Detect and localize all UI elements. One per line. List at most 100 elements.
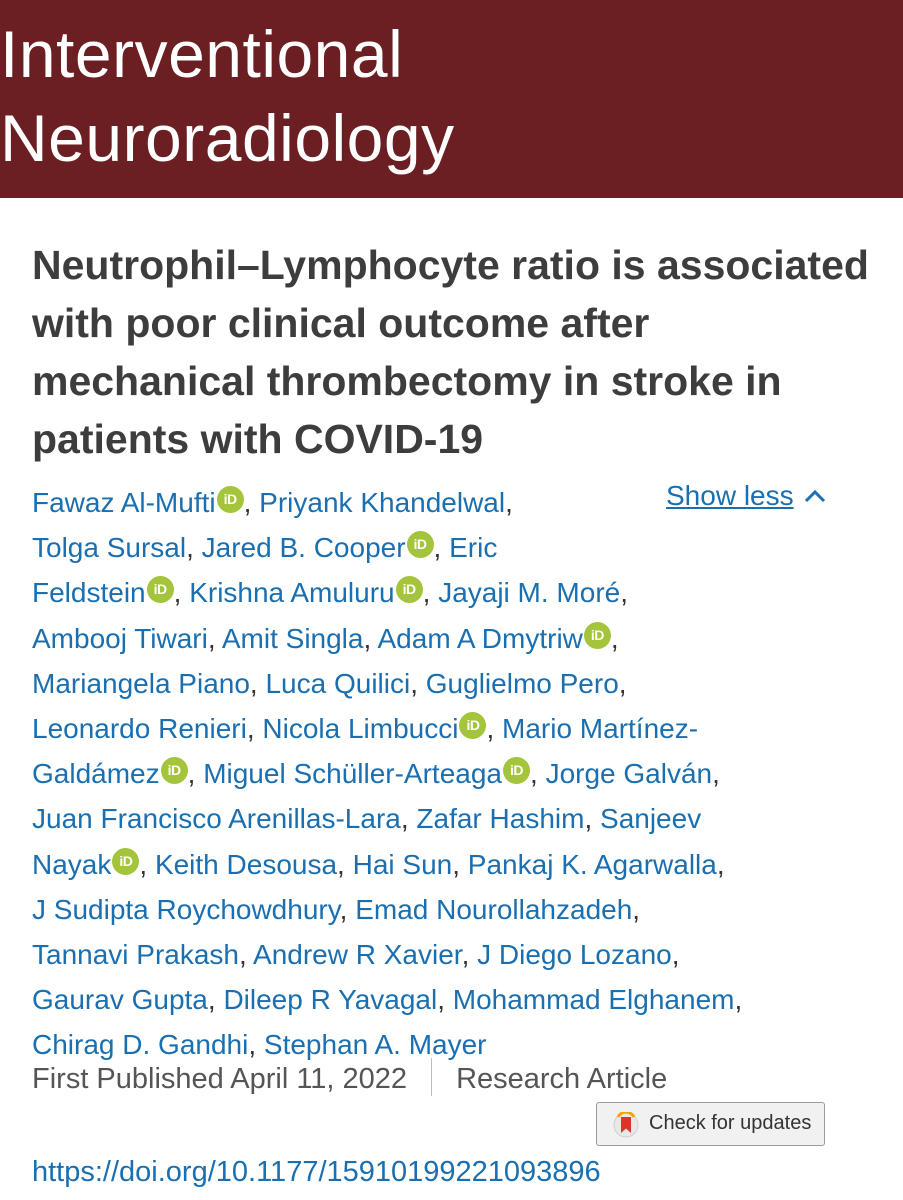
author-separator: , bbox=[433, 532, 450, 564]
check-for-updates-label: Check for updates bbox=[649, 1112, 812, 1134]
author-separator: , bbox=[363, 622, 378, 654]
author-link[interactable]: Stephan A. Mayer bbox=[263, 1029, 487, 1061]
article-type: Research Article bbox=[456, 1063, 668, 1095]
author-separator: , bbox=[422, 577, 439, 609]
author-separator: , bbox=[207, 984, 224, 1016]
author-list: Fawaz Al-Mufti iD, Priyank Khandelwal, Tol… bbox=[32, 480, 742, 1067]
author-line: J Sudipta Roychowdhury, Emad Nourollahza… bbox=[32, 887, 642, 932]
author-line: Leonardo Renieri, Nicola Limbucci iD, Mar… bbox=[32, 706, 698, 751]
author-separator: , bbox=[486, 712, 503, 744]
orcid-icon[interactable]: iD bbox=[406, 531, 434, 559]
author-link[interactable]: Gaurav Gupta bbox=[32, 984, 208, 1016]
author-link[interactable]: Miguel Schüller-Arteaga bbox=[203, 758, 502, 790]
orcid-icon[interactable]: iD bbox=[395, 576, 423, 604]
crossmark-bookmark-icon bbox=[613, 1110, 639, 1143]
author-separator: , bbox=[632, 893, 641, 925]
author-link[interactable]: Krishna Amuluru bbox=[189, 577, 395, 609]
orcid-icon[interactable]: iD bbox=[112, 847, 140, 875]
author-separator: , bbox=[734, 984, 743, 1016]
author-link[interactable]: Jared B. Cooper bbox=[201, 532, 406, 564]
author-link[interactable]: Jorge Galván bbox=[545, 758, 713, 790]
author-separator: , bbox=[461, 938, 478, 970]
author-separator: , bbox=[246, 712, 263, 744]
author-link[interactable]: Keith Desousa bbox=[154, 848, 338, 880]
author-line: Juan Francisco Arenillas-Lara, Zafar Has… bbox=[32, 796, 701, 841]
show-less-label: Show less bbox=[666, 480, 794, 511]
author-separator: , bbox=[187, 758, 204, 790]
author-line: Galdámez iD, Miguel Schüller-Arteaga iD, J… bbox=[32, 751, 720, 796]
author-separator: , bbox=[452, 848, 468, 880]
author-link[interactable]: Andrew R Xavier bbox=[253, 938, 462, 970]
author-separator: , bbox=[584, 803, 601, 835]
author-separator: , bbox=[400, 803, 417, 835]
author-link[interactable]: J Sudipta Roychowdhury bbox=[32, 893, 340, 925]
author-link[interactable]: Adam A Dmytriw bbox=[377, 622, 583, 654]
author-line: Fawaz Al-Mufti iD, Priyank Khandelwal, bbox=[32, 480, 642, 525]
author-link[interactable]: Ambooj Tiwari bbox=[32, 622, 208, 654]
author-link[interactable]: Guglielmo Pero bbox=[425, 667, 619, 699]
author-separator: , bbox=[139, 848, 155, 880]
author-link[interactable]: Nicola Limbucci bbox=[262, 712, 459, 744]
author-separator: , bbox=[207, 622, 222, 654]
publication-date: First Published April 11, 2022 bbox=[32, 1063, 408, 1095]
author-link[interactable]: Luca Quilici bbox=[265, 667, 411, 699]
meta-divider bbox=[431, 1058, 433, 1096]
author-link[interactable]: Jayaji M. Moré bbox=[438, 577, 621, 609]
author-link[interactable]: Emad Nourollahzadeh bbox=[355, 893, 633, 925]
author-link[interactable]: Dileep R Yavagal bbox=[223, 984, 438, 1016]
author-separator: , bbox=[239, 938, 254, 970]
author-link[interactable]: Eric bbox=[449, 532, 498, 564]
author-separator: , bbox=[249, 667, 266, 699]
journal-banner: Interventional Neuroradiology bbox=[0, 0, 903, 198]
chevron-up-icon bbox=[804, 478, 826, 510]
author-link[interactable]: Mariangela Piano bbox=[32, 667, 250, 699]
doi-link[interactable]: https://doi.org/10.1177/1591019922109389… bbox=[32, 1156, 601, 1188]
journal-title-line-1: Interventional bbox=[0, 17, 404, 91]
author-line: Mariangela Piano, Luca Quilici, Guglielm… bbox=[32, 661, 642, 706]
author-link[interactable]: Amit Singla bbox=[221, 622, 364, 654]
author-link[interactable]: Fawaz Al-Mufti bbox=[32, 487, 216, 518]
orcid-icon[interactable]: iD bbox=[160, 757, 188, 785]
author-separator: , bbox=[505, 487, 513, 518]
author-separator: , bbox=[671, 938, 680, 970]
author-separator: , bbox=[610, 622, 619, 654]
author-line: Ambooj Tiwari, Amit Singla, Adam A Dmytr… bbox=[32, 616, 642, 661]
author-separator: , bbox=[248, 1029, 264, 1061]
author-link[interactable]: Tolga Sursal bbox=[32, 532, 187, 564]
author-link[interactable]: Hai Sun bbox=[352, 848, 453, 880]
show-less-toggle[interactable]: Show less bbox=[666, 478, 826, 512]
author-link[interactable]: Juan Francisco Arenillas-Lara bbox=[32, 803, 401, 835]
journal-title[interactable]: Interventional Neuroradiology bbox=[0, 12, 455, 180]
author-separator: , bbox=[410, 667, 426, 699]
author-link[interactable]: Galdámez bbox=[32, 758, 160, 790]
check-for-updates-button[interactable]: Check for updates bbox=[596, 1102, 825, 1146]
orcid-icon[interactable]: iD bbox=[583, 621, 611, 649]
author-link[interactable]: Priyank Khandelwal bbox=[259, 487, 506, 518]
author-separator: , bbox=[716, 848, 725, 880]
author-link[interactable]: Pankaj K. Agarwalla bbox=[467, 848, 717, 880]
author-separator: , bbox=[530, 758, 546, 790]
orcid-icon[interactable]: iD bbox=[459, 711, 487, 739]
author-separator: , bbox=[339, 893, 356, 925]
author-separator: , bbox=[712, 758, 720, 790]
orcid-icon[interactable]: iD bbox=[146, 576, 174, 604]
orcid-icon[interactable]: iD bbox=[503, 757, 530, 785]
author-link[interactable]: Leonardo Renieri bbox=[32, 712, 247, 744]
orcid-icon[interactable]: iD bbox=[216, 486, 244, 513]
author-link[interactable]: Chirag D. Gandhi bbox=[32, 1029, 249, 1061]
author-separator: , bbox=[186, 532, 202, 564]
article-title: Neutrophil–Lymphocyte ratio is associate… bbox=[32, 242, 869, 462]
author-link[interactable]: J Diego Lozano bbox=[477, 938, 672, 970]
author-link[interactable]: Mohammad Elghanem bbox=[452, 984, 735, 1016]
author-link[interactable]: Zafar Hashim bbox=[416, 803, 585, 835]
author-separator: , bbox=[437, 984, 453, 1016]
author-link[interactable]: Mario Martínez- bbox=[502, 712, 699, 744]
author-separator: , bbox=[173, 577, 190, 609]
author-link[interactable]: Sanjeev bbox=[600, 803, 702, 835]
author-link[interactable]: Tannavi Prakash bbox=[32, 938, 240, 970]
author-line: Nayak iD, Keith Desousa, Hai Sun, Pankaj … bbox=[32, 842, 725, 887]
author-line: Tolga Sursal, Jared B. Cooper iD, Eric bbox=[32, 525, 642, 570]
author-link[interactable]: Nayak bbox=[32, 848, 112, 880]
journal-title-line-2: Neuroradiology bbox=[0, 101, 455, 175]
author-link[interactable]: Feldstein bbox=[32, 577, 146, 609]
